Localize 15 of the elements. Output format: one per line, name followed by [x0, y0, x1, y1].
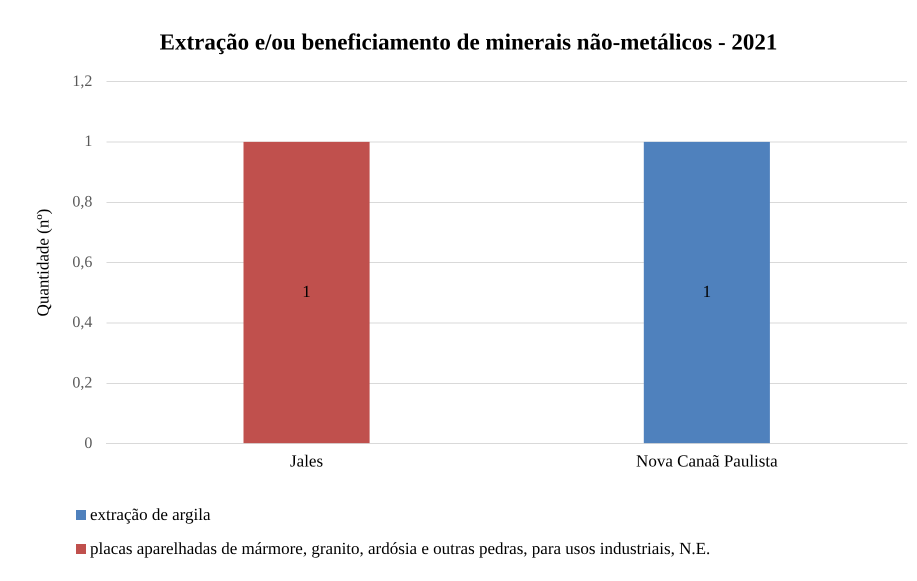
data-label: 1 [302, 282, 311, 301]
y-tick-label: 0,8 [72, 193, 92, 210]
y-tick-label: 0 [84, 434, 92, 452]
data-label: 1 [702, 282, 712, 301]
x-tick-label: Jales [290, 451, 324, 470]
y-tick-label: 0,6 [72, 254, 92, 271]
y-tick-label: 1,2 [72, 72, 92, 90]
x-tick-label: Nova Canaã Paulista [636, 451, 778, 470]
y-axis-title: Quantidade (nº) [34, 208, 53, 316]
y-tick-label: 0,2 [72, 374, 92, 392]
legend-label: placas aparelhadas de mármore, granito, ardósia e outras pedras, para usos industriais, N.E. [90, 539, 710, 559]
chart-title: Extração e/ou beneficiamento de minerais não-metálicos - 2021 [160, 30, 778, 55]
legend-label: extração de argila [90, 505, 211, 525]
y-tick-label: 0,4 [72, 314, 92, 332]
y-tick-label: 1 [84, 133, 92, 150]
